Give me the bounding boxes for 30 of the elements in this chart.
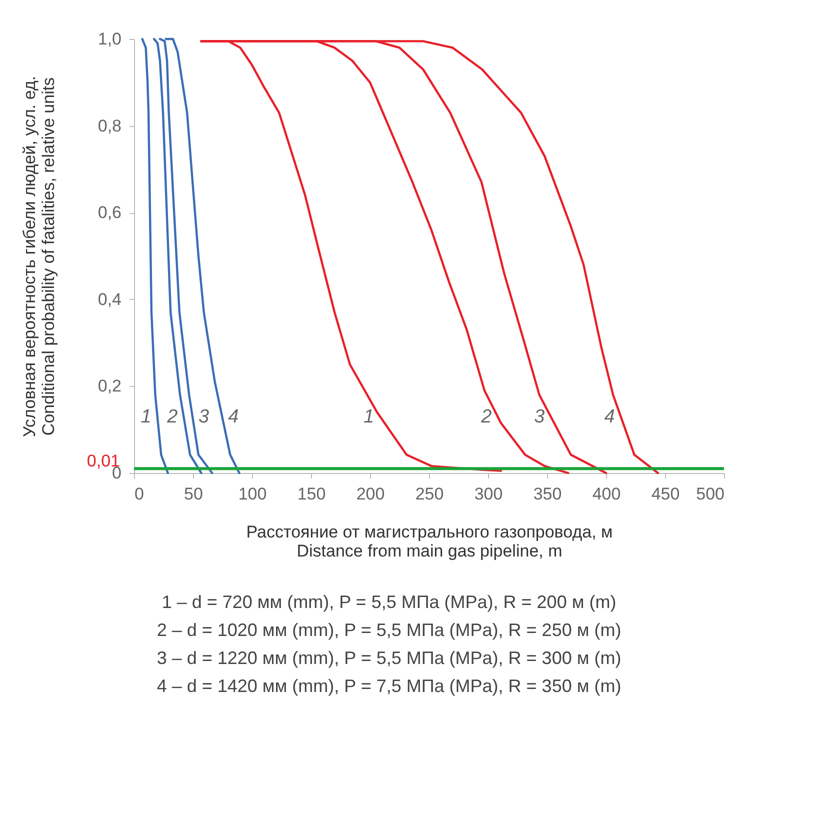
y-tick-label: 0,2 xyxy=(98,376,122,396)
y-tick-label: 0,6 xyxy=(98,203,122,222)
text: 3 – d = 1220 мм (mm), P = 5,5 МПа (MPa), R = 300 м (m) xyxy=(156,648,622,668)
series-label: 2 xyxy=(166,406,178,428)
y-tick-label: 0,8 xyxy=(98,116,122,136)
series-label: 1 xyxy=(364,406,374,428)
x-tick-label: 350 xyxy=(533,484,562,504)
x-tick-label: 0 xyxy=(134,484,144,504)
y-tick-label: 1,0 xyxy=(98,30,122,48)
text: 4 – d = 1420 мм (mm), P = 7,5 МПа (MPa), R = 350 м (m) xyxy=(156,676,622,696)
series-label: 2 xyxy=(480,406,492,428)
x-tick-label: 150 xyxy=(297,484,326,504)
x-tick-label: 300 xyxy=(474,484,503,504)
x-tick-label: 500 xyxy=(696,484,724,504)
x-tick-label: 450 xyxy=(651,484,680,504)
x-tick-label: 400 xyxy=(592,484,621,504)
series-label: 4 xyxy=(604,406,615,428)
series-label: 3 xyxy=(534,406,546,428)
text: 2 – d = 1020 мм (mm), P = 5,5 МПа (MPa), R = 250 м (m) xyxy=(156,620,622,640)
text: 1 – d = 720 мм (mm), P = 5,5 МПа (MPa), R = 200 м (m) xyxy=(162,592,616,612)
x-tick-label: 200 xyxy=(356,484,385,504)
x-tick-label: 100 xyxy=(238,484,267,504)
series-label: 4 xyxy=(228,406,239,428)
x-axis-title: Расстояние от магистрального газопровода, м Distance from main gas pipeline, m xyxy=(246,522,613,560)
x-tick-label: 50 xyxy=(184,484,203,504)
y-tick-label: 0,4 xyxy=(98,290,122,309)
series-label: 1 xyxy=(140,406,152,428)
series-label: 3 xyxy=(198,406,210,428)
y-axis-title: Условная вероятность гибели людей, усл. ед. Conditional probability of fatalities, relative units xyxy=(20,76,58,438)
x-tick-label: 250 xyxy=(415,484,444,504)
